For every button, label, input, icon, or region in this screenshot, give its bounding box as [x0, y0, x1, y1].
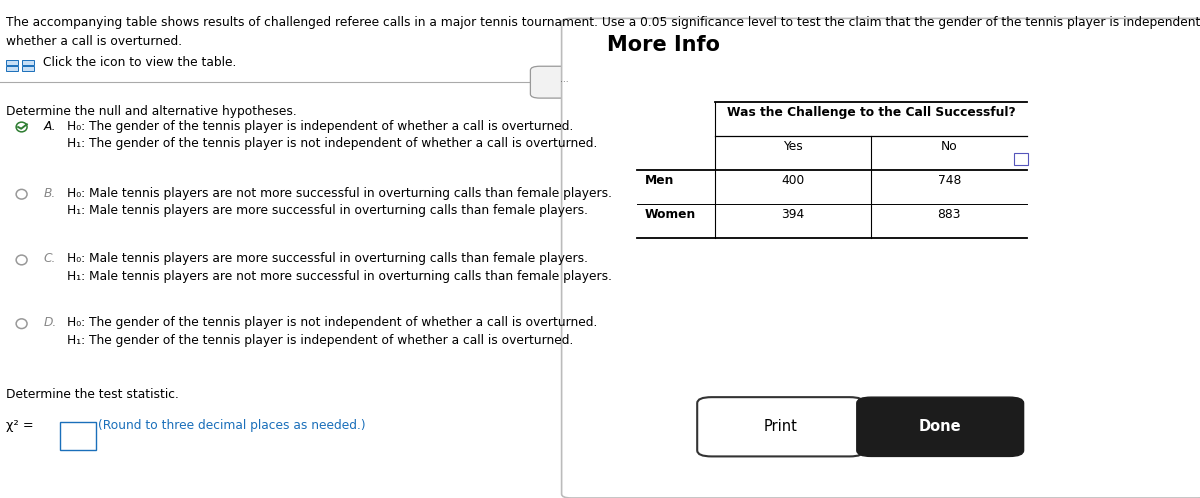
- Text: Determine the null and alternative hypotheses.: Determine the null and alternative hypot…: [6, 105, 296, 118]
- Text: Yes: Yes: [784, 140, 803, 153]
- Text: D.: D.: [43, 316, 56, 329]
- Text: 400: 400: [781, 174, 805, 187]
- Text: 748: 748: [937, 174, 961, 187]
- Text: H₀: Male tennis players are more successful in overturning calls than female pla: H₀: Male tennis players are more success…: [67, 252, 588, 265]
- Text: Men: Men: [644, 174, 673, 187]
- Text: H₀: Male tennis players are not more successful in overturning calls than female: H₀: Male tennis players are not more suc…: [67, 187, 612, 200]
- Text: More Info: More Info: [607, 35, 720, 55]
- Text: 394: 394: [781, 208, 805, 221]
- Text: H₀: The gender of the tennis player is independent of whether a call is overturn: H₀: The gender of the tennis player is i…: [67, 120, 574, 132]
- Text: whether a call is overturned.: whether a call is overturned.: [6, 35, 182, 48]
- Text: A.: A.: [43, 120, 55, 132]
- Text: H₁: The gender of the tennis player is independent of whether a call is overturn: H₁: The gender of the tennis player is i…: [67, 334, 574, 347]
- Text: The accompanying table shows results of challenged referee calls in a major tenn: The accompanying table shows results of …: [6, 16, 1200, 29]
- Text: Determine the test statistic.: Determine the test statistic.: [6, 388, 179, 401]
- Text: H₁: The gender of the tennis player is not independent of whether a call is over: H₁: The gender of the tennis player is n…: [67, 137, 598, 150]
- Text: H₁: Male tennis players are more successful in overturning calls than female pla: H₁: Male tennis players are more success…: [67, 204, 588, 217]
- Text: Done: Done: [919, 419, 961, 434]
- Text: Click the icon to view the table.: Click the icon to view the table.: [43, 56, 236, 69]
- Text: 883: 883: [937, 208, 961, 221]
- Text: χ² =: χ² =: [6, 419, 34, 432]
- Text: Women: Women: [644, 208, 696, 221]
- Text: Print: Print: [763, 419, 798, 434]
- Text: ···: ···: [559, 78, 569, 87]
- Text: No: No: [941, 140, 958, 153]
- Text: H₀: The gender of the tennis player is not independent of whether a call is over: H₀: The gender of the tennis player is n…: [67, 316, 598, 329]
- Text: H₁: Male tennis players are not more successful in overturning calls than female: H₁: Male tennis players are not more suc…: [67, 270, 612, 283]
- Text: B.: B.: [43, 187, 55, 200]
- Text: (Round to three decimal places as needed.): (Round to three decimal places as needed…: [98, 419, 366, 432]
- Text: Was the Challenge to the Call Successful?: Was the Challenge to the Call Successful…: [727, 106, 1015, 119]
- Text: C.: C.: [43, 252, 55, 265]
